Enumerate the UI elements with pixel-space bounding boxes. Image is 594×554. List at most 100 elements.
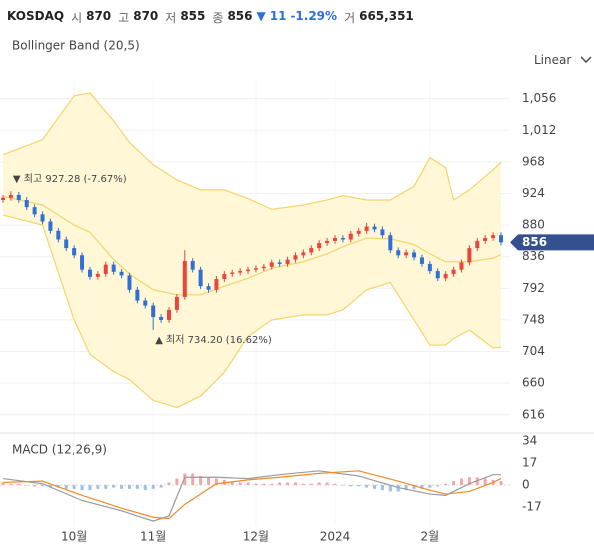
candle-body: [380, 229, 385, 236]
candle-body: [182, 261, 187, 297]
y-tick-label: 0: [522, 478, 530, 492]
histogram-bar: [214, 478, 218, 486]
annotation: ▼ 최고 927.28 (-7.67%): [13, 173, 127, 185]
last-price-tag: [510, 234, 594, 251]
y-tick-label: 924: [522, 186, 545, 200]
y-tick-label: 17: [522, 456, 537, 470]
candle-body: [174, 296, 179, 310]
candle-body: [32, 207, 37, 215]
candle-body: [159, 317, 164, 320]
candle-body: [40, 214, 45, 222]
label: 저: [165, 11, 177, 25]
histogram-bar: [88, 485, 92, 491]
histogram-bar: [412, 485, 416, 489]
candle-body: [72, 248, 77, 256]
candle-body: [198, 269, 203, 287]
candle-body: [238, 271, 243, 273]
histogram-bar: [151, 485, 155, 489]
candle-body: [87, 269, 92, 277]
candle-body: [143, 300, 148, 306]
candle-body: [95, 273, 100, 277]
candle-body: [396, 250, 401, 256]
candle-body: [364, 226, 369, 231]
candle-body: [333, 238, 337, 241]
candle-body: [491, 235, 496, 239]
x-tick-label: 2024: [320, 530, 351, 544]
x-tick-label: 12월: [243, 530, 269, 544]
y-tick-label: 880: [522, 218, 545, 232]
candle-body: [427, 263, 432, 272]
candle-body: [475, 240, 480, 249]
histogram-bar: [459, 478, 463, 486]
candle-body: [24, 199, 29, 208]
y-tick-label: 660: [522, 376, 545, 390]
candle-body: [317, 243, 322, 249]
histogram-bar: [72, 485, 76, 489]
histogram-bar: [207, 477, 211, 486]
histogram-bar: [380, 485, 384, 491]
candle-body: [435, 271, 440, 279]
histogram-bar: [9, 483, 13, 486]
histogram-bar: [143, 485, 147, 491]
candle-body: [483, 238, 488, 241]
candle-body: [230, 272, 235, 274]
candle-body: [222, 273, 227, 279]
candle-body: [269, 262, 274, 267]
y-tick-label: -17: [522, 499, 542, 513]
candle-body: [356, 230, 361, 234]
y-tick-label: 748: [522, 312, 545, 326]
candle-body: [253, 268, 258, 270]
histogram-bar: [104, 485, 108, 489]
histogram-bar: [428, 485, 432, 488]
y-tick-label: 792: [522, 281, 545, 295]
indicator-label: MACD (12,26,9): [12, 443, 107, 457]
y-tick-label: 968: [522, 154, 545, 168]
candle-body: [419, 257, 424, 264]
histogram-bar: [388, 485, 392, 492]
candle-body: [467, 248, 472, 263]
y-tick-label: 616: [522, 407, 545, 421]
histogram-bar: [262, 483, 266, 486]
histogram-bar: [317, 482, 321, 486]
quote-header: KOSDAQ 시 870 고 870 저 855 종 856 ▼ 11 -1.2…: [7, 9, 414, 26]
change: 11: [269, 9, 287, 23]
histogram-bar: [357, 485, 361, 487]
candle-body: [111, 264, 116, 272]
y-tick-label: 836: [522, 249, 545, 263]
histogram-bar: [436, 485, 440, 487]
value: 856: [227, 9, 253, 23]
histogram-bar: [246, 482, 250, 486]
histogram-bar: [230, 481, 234, 486]
histogram-bar: [112, 485, 116, 488]
candle-body: [16, 194, 21, 200]
y-tick-label: 1,056: [522, 91, 556, 105]
last-price-label: 856: [522, 235, 547, 249]
scale-dropdown[interactable]: Linear: [534, 53, 592, 67]
histogram-bar: [293, 482, 297, 486]
histogram-bar: [396, 485, 400, 492]
histogram-bar: [365, 485, 369, 488]
histogram-bar: [33, 485, 37, 487]
histogram-bar: [404, 485, 408, 491]
label: 거: [344, 11, 356, 25]
candle-body: [301, 252, 306, 256]
histogram-bar: [41, 485, 45, 487]
macd-line: [2, 470, 502, 520]
candle-body: [1, 197, 5, 200]
histogram-bar: [467, 477, 471, 486]
candle-body: [135, 289, 140, 301]
histogram-bar: [373, 485, 377, 489]
candle-body: [325, 240, 330, 244]
candle-body: [388, 235, 393, 251]
candle-body: [246, 269, 251, 272]
histogram-bar: [183, 473, 187, 486]
change-mark: ▼: [256, 9, 266, 23]
histogram-bar: [309, 483, 313, 486]
band-line: [2, 92, 502, 210]
histogram-bar: [238, 482, 242, 486]
candle-body: [404, 252, 409, 256]
candle-body: [48, 221, 53, 231]
candle-body: [277, 262, 282, 264]
candle-body: [8, 194, 13, 198]
